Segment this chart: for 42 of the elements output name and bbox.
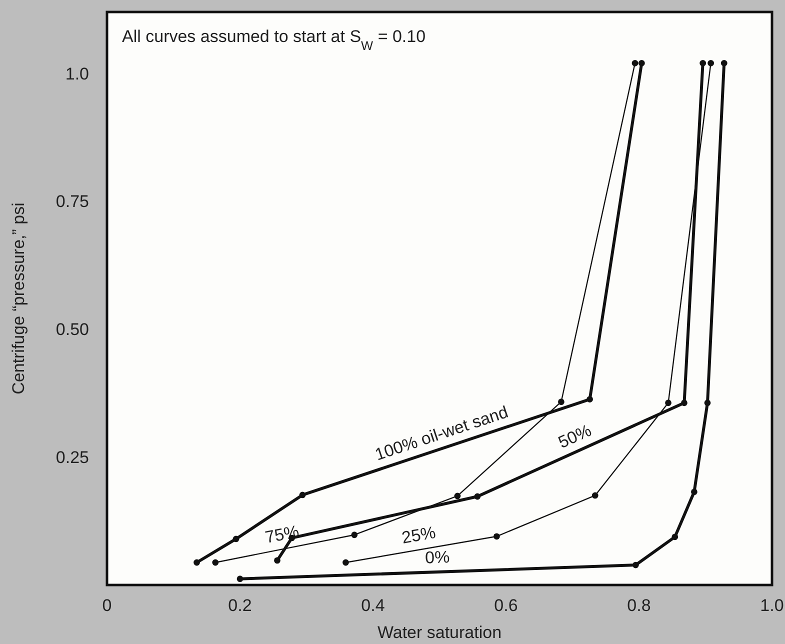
point [704, 400, 711, 406]
point [236, 576, 244, 582]
text: 50% [555, 420, 594, 452]
x-tick-label: 1.0 [760, 596, 784, 615]
point [474, 493, 481, 500]
point [592, 492, 598, 499]
x-axis-title: Water saturation [377, 623, 502, 642]
point [232, 536, 240, 542]
point [720, 60, 728, 66]
point [665, 400, 672, 406]
y-axis-title: Centrifuge “pressure,” psi [9, 202, 28, 394]
point [274, 557, 280, 564]
point [690, 488, 698, 496]
text: 100% oil-wet sand [372, 402, 510, 464]
point [708, 60, 714, 66]
y-tick-label: 0.50 [56, 320, 89, 340]
point [558, 398, 564, 406]
point [672, 534, 678, 540]
y-tick-label: 1.0 [65, 64, 89, 84]
x-tick-label: 0.8 [627, 596, 651, 615]
point [194, 559, 200, 566]
y-tick-label: 0.25 [56, 448, 89, 468]
point [493, 533, 500, 540]
x-tick-label: 0 [102, 596, 112, 615]
point [632, 60, 638, 66]
point [212, 559, 219, 566]
point [299, 492, 306, 498]
point [638, 60, 645, 66]
x-tick-label: 0.2 [228, 596, 252, 615]
point [342, 559, 349, 566]
point [632, 562, 639, 568]
point [351, 532, 358, 538]
point [700, 60, 706, 66]
point [586, 396, 593, 402]
x-tick-label: 0.4 [361, 596, 385, 615]
series-label: 0% [424, 548, 450, 568]
point [681, 400, 688, 406]
y-tick-label: 0.75 [56, 192, 89, 212]
x-tick-label: 0.6 [494, 596, 518, 615]
annotation: All curves assumed to start at S$_{W}$ = 0.10 [122, 27, 426, 52]
point [454, 492, 461, 500]
text: 25% [400, 522, 438, 548]
